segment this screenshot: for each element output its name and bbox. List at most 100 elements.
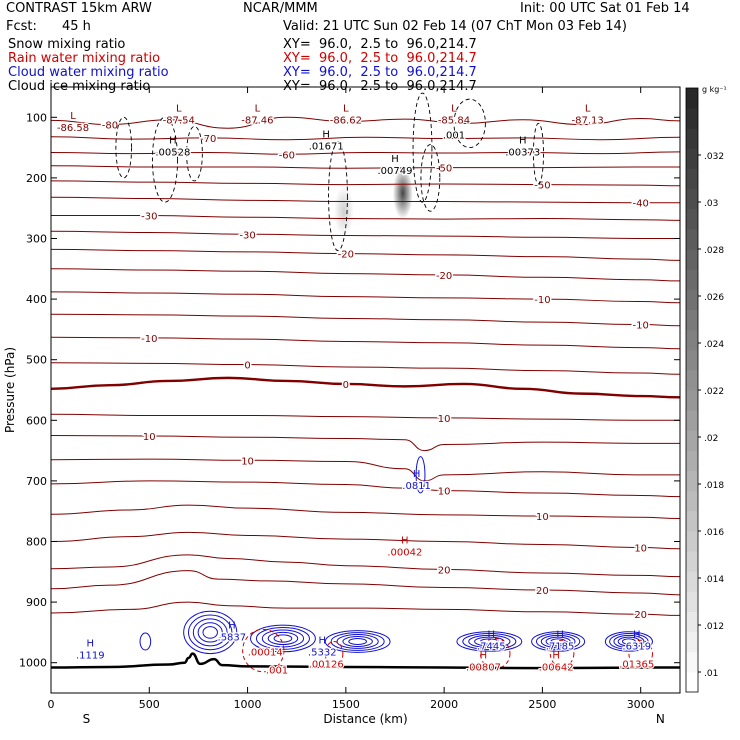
colorbar-bin [686,450,698,472]
max-marker: H [318,636,326,647]
cloud-water-contour [192,618,228,647]
y-tick-label: 100 [26,111,47,124]
fcst-label: Fcst: [6,19,37,34]
ice-contour [532,122,544,185]
max-value: .00807 [466,663,501,674]
cloud-water-contour [342,636,373,647]
colorbar-tick-label: .016 [704,528,724,538]
y-tick-label: 300 [26,233,47,246]
colorbar-tick-label: .01 [704,669,718,679]
temperature-contour [51,230,680,240]
contour-label: 10 [438,487,451,498]
x-tick-label: 2000 [430,698,458,711]
field-label-cloud-water: Cloud water mixing ratio [8,65,169,80]
x-tick-label: 1500 [332,698,360,711]
colorbar-bin [686,631,698,653]
field-xy-snow: XY= 96.0, 2.5 to 96.0,214.7 [283,37,477,52]
temperature-contour [51,291,680,304]
org-title: NCAR/MMM [243,1,318,16]
y-tick-label: 1000 [19,657,47,670]
temperature-contour [51,165,680,169]
cloud-water-contour [535,633,581,650]
colorbar-tick-label: .032 [704,152,724,162]
ice-contour [412,92,433,203]
x-tick-label: 3000 [627,698,655,711]
temperature-contour [51,336,680,350]
colorbar-bin [686,289,698,310]
min-value: -87.46 [241,115,273,126]
max-marker: H [169,136,177,147]
colorbar-bin [686,551,698,572]
min-marker: L [451,103,457,114]
max-value: .5332 [308,648,337,659]
max-marker: H [488,629,496,640]
ice-contour [186,125,203,182]
contour-label: 20 [536,586,549,597]
max-marker: H [552,651,560,662]
max-value: .001 [266,666,288,677]
ice-contour [453,98,486,149]
colorbar-bin [686,148,698,170]
rain-contour [628,639,653,668]
y-axis-label: Pressure (hPa) [3,347,17,433]
contour-label: 20 [438,565,451,576]
y-tick-label: 700 [26,475,47,488]
contour-label: -20 [338,250,354,261]
colorbar-bin [686,470,698,492]
x-end-label-north: N [656,712,665,726]
min-value: -87.54 [163,115,195,126]
colorbar-bin [686,369,698,391]
cloud-water-contour [330,632,385,651]
colorbar-tick-label: .026 [704,293,724,303]
y-tick-label: 800 [26,536,47,549]
cloud-water-contour [462,633,517,650]
temperature-contour [51,413,680,421]
cloud-water-contour [604,631,653,652]
min-marker: L [343,103,349,114]
colorbar-bin [686,510,698,532]
contour-label: -40 [633,199,649,210]
contour-label: 10 [438,414,451,425]
fcst-value: 45 h [62,19,91,34]
temperature-contour [51,480,680,498]
y-tick-label: 400 [26,293,47,306]
temperature-contour [51,180,680,187]
colorbar-bin [686,571,698,592]
snow-shading [392,167,413,220]
temperature-contour [51,151,680,155]
y-tick-label: 600 [26,414,47,427]
max-value: .5837 [218,632,247,643]
contour-label: 10 [241,456,254,467]
max-value: .01671 [309,142,344,153]
colorbar-bin [686,651,698,673]
colorbar-bin [686,269,698,290]
max-value: .00126 [309,660,344,671]
cloud-water-contour [255,627,310,650]
cloud-water-contour [550,638,566,645]
max-marker: H [480,651,488,662]
cloud-water-contour [348,638,367,645]
contour-label: -70 [200,134,216,145]
cloud-water-contour [613,634,645,649]
contour-label: -30 [239,230,255,241]
colorbar-bin [686,410,698,431]
colorbar-tick-label: .014 [704,575,724,585]
colorbar-bin [686,349,698,371]
colorbar-bin [686,671,698,693]
plot-frame [50,86,681,694]
valid-time: Valid: 21 UTC Sun 02 Feb 14 (07 ChT Mon … [283,19,627,34]
colorbar: .01 .012 .014 .016 .018 .02 .022 .024 .026 .028 .0… [685,85,727,693]
colorbar-bin [686,329,698,351]
colorbar-tick-label: .028 [704,246,724,256]
max-value: .00528 [155,148,190,159]
colorbar-tick-label: .02 [704,434,718,444]
colorbar-bin [686,309,698,331]
cloud-water-contour [609,633,649,650]
cloud-water-contour [540,634,576,649]
cloud-water-contour [479,638,499,645]
colorbar-bin [686,390,698,411]
cloud-water-contour [456,631,523,652]
colorbar-bin [686,430,698,451]
max-value: .00042 [387,548,422,559]
